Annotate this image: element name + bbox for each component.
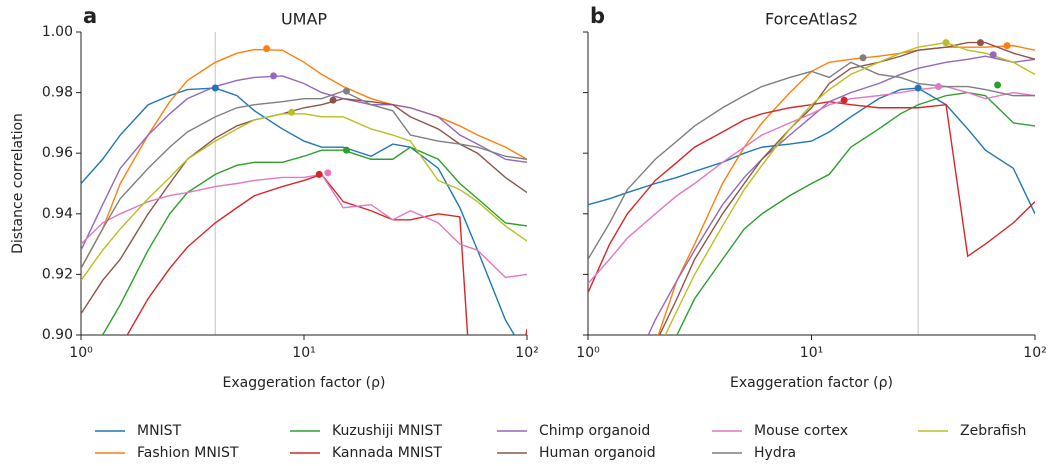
series-line [81,90,527,269]
x-tick-label: 10⁰ [69,345,93,361]
series-line [81,87,516,335]
max-marker [859,54,867,62]
series-line [588,85,1035,284]
max-marker [329,96,337,104]
chart-title: ForceAtlas2 [765,10,858,29]
x-tick-label: 10¹ [800,345,823,361]
legend-label: MNIST [137,423,182,439]
legend-item: Chimp organoid [497,423,650,439]
legend-item: Zebrafish [918,423,1026,439]
legend-item: MNIST [95,423,182,439]
legend-label: Mouse cortex [754,423,848,439]
plot-area [81,45,527,335]
y-axis-label: Distance correlation [10,113,26,254]
panel-label: a [83,4,97,28]
legend-label: Chimp organoid [539,423,650,439]
legend-label: Zebrafish [960,423,1026,439]
legend-item: Fashion MNIST [95,445,239,461]
series-line [81,97,527,315]
max-marker [324,169,332,177]
legend-label: Kuzushiji MNIST [332,423,442,439]
y-tick-label: 0.90 [42,327,73,343]
x-tick-label: 10² [515,345,538,361]
series-line [81,75,527,251]
series-line [647,55,1035,335]
max-marker [1003,42,1011,50]
legend-item: Kuzushiji MNIST [290,423,442,439]
legend-item: Kannada MNIST [290,445,442,461]
max-marker [914,84,922,92]
max-marker [934,83,942,91]
x-axis-label: Exaggeration factor (ρ) [730,375,893,391]
y-tick-label: 1.00 [42,24,73,40]
max-marker [270,72,278,80]
x-tick-label: 10¹ [292,345,315,361]
x-axis-label: Exaggeration factor (ρ) [223,375,386,391]
legend-label: Fashion MNIST [137,445,239,461]
y-tick-label: 0.98 [42,85,73,101]
legend-item: Mouse cortex [712,423,848,439]
series-line [101,146,527,335]
series-line [81,113,527,281]
max-marker [211,84,219,92]
legend-item: Hydra [712,445,796,461]
max-marker [315,170,323,178]
x-tick-label: 10⁰ [576,345,600,361]
max-marker [942,39,950,47]
y-tick-label: 0.92 [42,266,73,282]
series-line [588,87,1035,215]
max-marker [989,51,997,59]
max-marker [994,81,1002,89]
max-marker [263,45,271,53]
legend-item: Human organoid [497,445,656,461]
chart-title: UMAP [281,10,327,29]
x-tick-label: 10² [1023,345,1046,361]
panel-label: b [590,4,605,28]
series-line [126,173,527,335]
max-marker [288,108,296,116]
legend-label: Hydra [754,445,796,461]
series-line [658,41,1035,335]
y-tick-label: 0.96 [42,145,73,161]
y-tick-label: 0.94 [42,206,73,222]
legend-label: Kannada MNIST [332,445,442,461]
series-line [676,91,1035,335]
legend-label: Human organoid [539,445,656,461]
plot-area [588,39,1035,335]
max-marker [342,146,350,154]
series-line [81,173,527,279]
series-line [588,61,1035,260]
series-line [81,48,527,269]
series-line [664,41,1035,335]
max-marker [342,87,350,95]
max-marker [976,39,984,47]
max-marker [840,96,848,104]
